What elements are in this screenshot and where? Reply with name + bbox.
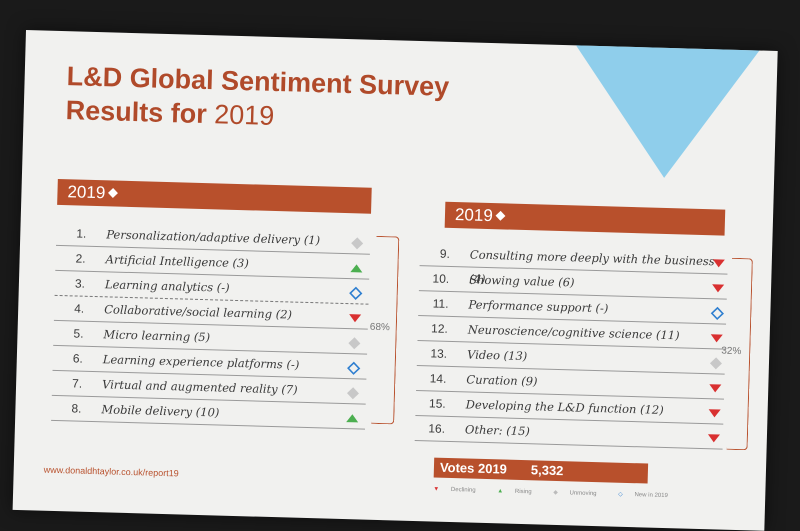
unmoving-icon	[347, 334, 361, 350]
topic-label: Artificial Intelligence (3)	[105, 252, 250, 271]
table-row: 3. Learning analytics (-)	[54, 270, 370, 305]
rising-icon	[349, 259, 363, 273]
legend-rising-label: Rising	[514, 488, 532, 496]
topic-label: Other: (15)	[464, 422, 531, 439]
unmoving-icon: ◆	[553, 489, 558, 497]
rank-number: 16.	[428, 421, 446, 436]
rising-icon	[345, 409, 359, 423]
topic-label: Learning analytics (-)	[104, 277, 230, 295]
table-row: 11. Performance support (-)	[418, 291, 727, 325]
legend-new: ◇ New in 2019	[618, 492, 678, 500]
declining-icon	[348, 309, 362, 323]
corner-decoration	[544, 30, 778, 182]
title-prefix: Results for	[65, 95, 215, 130]
rising-icon: ▲	[497, 488, 504, 495]
legend-rising: ▲ Rising	[497, 488, 541, 495]
new-icon	[349, 284, 363, 300]
legend: ▼ Declining ▲ Rising ◆ Unmoving ◇ New in…	[433, 486, 688, 500]
right-table-header: 2019	[444, 201, 726, 236]
rank-number: 4.	[74, 301, 85, 316]
rank-number: 11.	[432, 296, 449, 311]
votes-count: 5,332	[530, 462, 564, 479]
left-table: 1. Personalization/adaptive delivery (1) 2…	[51, 220, 371, 430]
source-url[interactable]: www.donaldhtaylor.co.uk/report19	[43, 464, 179, 479]
right-table: 9. Consulting more deeply with the busine…	[414, 241, 729, 450]
declining-icon	[712, 254, 726, 268]
table-row: 2. Artificial Intelligence (3)	[55, 245, 370, 280]
declining-icon	[710, 329, 724, 343]
declining-icon: ▼	[433, 486, 440, 493]
new-icon	[347, 359, 361, 375]
unmoving-icon	[709, 354, 723, 370]
table-row: 12. Neuroscience/cognitive science (11)	[417, 316, 727, 350]
topic-label: Mobile delivery (10)	[101, 402, 220, 420]
topic-label: Micro learning (5)	[103, 327, 211, 345]
unmoving-icon	[350, 234, 364, 250]
rank-number: 10.	[432, 271, 450, 286]
rank-number: 1.	[76, 226, 87, 241]
right-percent: 32%	[721, 345, 742, 358]
table-row: 16. Other: (15)	[414, 416, 724, 450]
unmoving-icon	[346, 384, 360, 400]
table-row: 8. Mobile delivery (10)	[51, 395, 366, 430]
topic-label: Curation (9)	[466, 372, 538, 389]
table-row: 4. Collaborative/social learning (2)	[53, 295, 369, 330]
table-row: 7. Virtual and augmented reality (7)	[51, 370, 367, 405]
rank-number: 14.	[429, 371, 447, 386]
new-icon: ◇	[618, 491, 623, 498]
left-table-header: 2019	[57, 178, 372, 214]
left-percent: 68%	[369, 321, 390, 334]
rank-number: 6.	[72, 351, 84, 366]
rank-number: 9.	[439, 246, 451, 261]
table-row: 15. Developing the L&D function (12)	[415, 391, 724, 425]
legend-unmoving-label: Unmoving	[569, 490, 597, 498]
legend-declining: ▼ Declining	[433, 487, 485, 494]
declining-icon	[711, 279, 725, 293]
rank-number: 8.	[71, 401, 82, 416]
legend-new-label: New in 2019	[634, 492, 668, 500]
title-year: 2019	[213, 99, 275, 131]
survey-slide: L&D Global Sentiment Survey Results for …	[12, 30, 778, 531]
table-row: 10. Showing value (6)	[418, 266, 728, 300]
diamond-icon	[107, 188, 118, 198]
rank-number: 13.	[430, 346, 448, 361]
topic-label: Video (13)	[466, 347, 528, 364]
left-header-year: 2019	[67, 182, 106, 203]
declining-icon	[708, 379, 722, 393]
diamond-icon	[495, 210, 506, 221]
rank-number: 15.	[428, 396, 446, 411]
table-row: 13. Video (13)	[416, 341, 726, 375]
declining-icon	[707, 404, 721, 418]
rank-number: 12.	[430, 321, 449, 336]
rank-number: 7.	[71, 376, 83, 391]
rank-number: 2.	[75, 251, 86, 266]
rank-number: 5.	[73, 326, 84, 341]
declining-icon	[707, 429, 721, 443]
votes-label: Votes 2019	[439, 459, 508, 477]
legend-declining-label: Declining	[450, 487, 476, 494]
rank-number: 3.	[74, 276, 86, 291]
slide-title: L&D Global Sentiment Survey Results for …	[65, 59, 449, 138]
table-row: 5. Micro learning (5)	[53, 320, 368, 355]
topic-label: Showing value (6)	[469, 272, 575, 290]
table-row: 14. Curation (9)	[416, 366, 725, 400]
table-row: 1. Personalization/adaptive delivery (1)	[55, 220, 371, 255]
table-row: 9. Consulting more deeply with the busine…	[419, 241, 729, 286]
table-row: 6. Learning experience platforms (-)	[52, 345, 368, 380]
votes-banner: Votes 2019 5,332	[433, 457, 649, 484]
legend-unmoving: ◆ Unmoving	[553, 490, 606, 497]
right-header-year: 2019	[454, 205, 494, 226]
topic-label: Performance support (-)	[468, 297, 609, 316]
new-icon	[710, 304, 724, 321]
